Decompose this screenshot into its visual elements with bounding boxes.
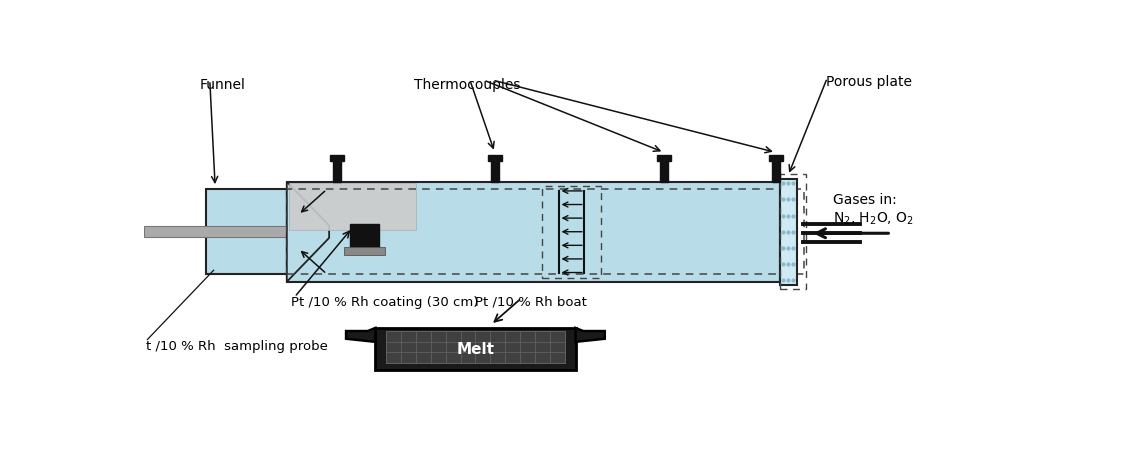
Text: N$_2$, H$_2$O, O$_2$: N$_2$, H$_2$O, O$_2$	[833, 210, 915, 227]
Bar	[772, 157, 780, 182]
Polygon shape	[286, 182, 329, 282]
Bar	[386, 331, 565, 363]
Polygon shape	[575, 328, 604, 342]
Bar	[780, 174, 806, 290]
Bar	[491, 157, 498, 182]
Bar	[286, 190, 804, 274]
Text: Pt /10 % Rh coating (30 cm): Pt /10 % Rh coating (30 cm)	[291, 296, 478, 308]
Text: t /10 % Rh  sampling probe: t /10 % Rh sampling probe	[146, 339, 328, 352]
Bar	[333, 157, 341, 182]
Bar	[658, 155, 671, 161]
Text: Gases in:: Gases in:	[833, 193, 898, 207]
Text: Funnel: Funnel	[199, 78, 246, 92]
Bar	[376, 328, 575, 370]
Bar	[488, 155, 501, 161]
Bar	[344, 247, 385, 255]
Polygon shape	[346, 328, 376, 342]
Text: Melt: Melt	[456, 342, 495, 357]
Bar	[206, 190, 286, 274]
Bar	[145, 227, 321, 237]
Bar	[769, 155, 782, 161]
Bar	[780, 179, 797, 285]
Bar	[660, 157, 668, 182]
Text: Thermocouples: Thermocouples	[414, 78, 521, 92]
Bar	[289, 183, 417, 230]
Bar	[350, 224, 379, 249]
Bar	[542, 185, 601, 278]
Bar	[329, 155, 344, 161]
Bar	[286, 182, 780, 282]
Text: Porous plate: Porous plate	[825, 75, 911, 89]
Text: Pt /10 % Rh boat: Pt /10 % Rh boat	[475, 296, 588, 308]
